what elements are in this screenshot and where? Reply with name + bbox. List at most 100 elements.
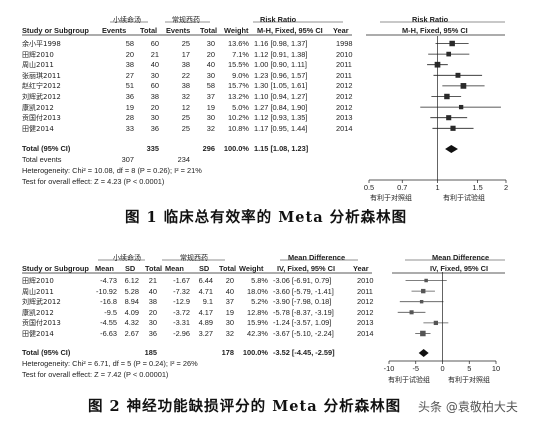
total-exp-2: 185 (144, 348, 157, 357)
row-ci: 1.27 [0.84, 1.90] (254, 102, 308, 112)
favours-right-1: 有利于试验组 (443, 194, 485, 202)
total-ci-2: -3.52 [-4.45, -2.59] (273, 348, 335, 357)
row-ci-2: -3.06 [-6.91, 0.79] (273, 276, 332, 285)
x-tick-label-1: 0.7 (397, 183, 408, 192)
row-total-exp: 36 (150, 123, 159, 133)
row-year: 2010 (336, 49, 353, 59)
row-events-exp: 28 (125, 113, 134, 123)
row-sd-exp: 4.32 (124, 318, 139, 328)
row-events-ctl: 17 (181, 49, 190, 59)
row-mean-exp: -4.55 (100, 318, 117, 328)
row-weight-2: 42.3% (247, 329, 268, 338)
row-total-exp-2: 20 (148, 307, 157, 317)
row-total-ctl: 30 (206, 113, 215, 123)
row-mean-ctl: -3.31 (173, 318, 190, 328)
figure-1-caption: 图 1 临床总有效率的 Meta 分析森林图 (125, 209, 408, 226)
col-ci-header-2: IV, Fixed, 95% CI (277, 264, 336, 273)
row-weight-2: 12.8% (247, 307, 268, 317)
row-point-estimate (446, 51, 452, 57)
row-ci: 1.23 [0.96, 1.57] (254, 70, 308, 80)
x-tick-label-1: 1.5 (472, 183, 483, 192)
row-point-estimate (449, 40, 455, 47)
row-ci-2: -5.78 [-8.37, -3.19] (273, 307, 334, 317)
group-header-control: 常规西药 (172, 16, 200, 24)
row-point-estimate-2 (409, 310, 414, 315)
row-events-exp: 38 (125, 60, 134, 70)
heterogeneity-text-2: Heterogeneity: Chi² = 6.71, df = 5 (P = … (22, 359, 198, 368)
row-weight-2: 18.0% (247, 286, 268, 296)
total-label-2: Total (95% CI) (22, 348, 71, 357)
x-tick-label-2: 10 (491, 364, 501, 373)
col-total-ctl-header-2: Total (219, 264, 237, 273)
plot-subheader-2: IV, Fixed, 95% CI (430, 264, 489, 273)
effect-header-right-2: Mean Difference (432, 253, 490, 262)
row-ci: 1.12 [0.91, 1.38] (254, 49, 308, 59)
x-tick-label-2: 5 (467, 364, 472, 373)
row-year-2: 2011 (357, 286, 373, 296)
col-total-exp-header: Total (140, 26, 158, 35)
x-tick-label-2: 0 (440, 364, 445, 373)
row-total-ctl-2: 30 (225, 318, 234, 328)
row-weight: 13.2% (228, 92, 249, 101)
col-events-exp-header: Events (102, 26, 127, 35)
favours-left-2: 有利于试验组 (388, 376, 430, 384)
row-sd-ctl: 9.1 (202, 297, 213, 307)
row-mean-ctl: -3.72 (173, 307, 190, 317)
row-point-estimate (446, 115, 452, 121)
row-total-exp: 21 (150, 49, 159, 59)
row-mean-exp: -16.8 (100, 297, 117, 307)
row-ci: 1.00 [0.90, 1.11] (254, 60, 307, 70)
row-study: 贡国付2013 (22, 114, 61, 123)
row-total-exp: 38 (150, 92, 159, 101)
row-point-estimate-2 (421, 288, 426, 294)
row-total-ctl: 30 (206, 70, 215, 80)
row-year: 2012 (336, 102, 353, 112)
total-exp: 335 (146, 144, 159, 153)
overall-effect-text: Test for overall effect: Z = 4.23 (P < 0… (22, 177, 165, 186)
row-weight: 15.5% (228, 60, 249, 70)
row-total-ctl-2: 37 (225, 297, 234, 307)
row-total-ctl: 58 (206, 81, 215, 91)
row-ci: 1.10 [0.94, 1.27] (254, 92, 308, 101)
row-events-ctl: 25 (181, 123, 190, 133)
row-year-2: 2012 (357, 307, 374, 317)
row-mean-exp: -10.92 (96, 286, 117, 296)
row-study-2: 周山2011 (22, 287, 54, 296)
row-study-2: 康凯2012 (22, 308, 54, 317)
row-events-exp: 58 (125, 39, 134, 48)
row-year: 2011 (336, 60, 352, 70)
row-sd-ctl: 4.71 (198, 286, 213, 296)
row-study: 赵红宁2012 (22, 82, 61, 91)
plot-subheader: M-H, Fixed, 95% CI (402, 26, 468, 35)
row-ci-2: -3.90 [-7.98, 0.18] (273, 297, 332, 307)
total-diamond (445, 145, 458, 153)
row-total-ctl-2: 19 (225, 307, 234, 317)
row-total-ctl: 19 (206, 102, 215, 112)
row-events-ctl: 38 (181, 60, 190, 70)
row-weight: 7.1% (232, 49, 249, 59)
row-sd-ctl: 4.17 (198, 307, 213, 317)
row-study-2: 刘辉武2012 (22, 298, 61, 307)
row-mean-exp: -4.73 (100, 276, 117, 285)
row-events-ctl: 22 (181, 70, 190, 80)
row-total-exp-2: 40 (148, 286, 157, 296)
col-weight-header-2: Weight (239, 264, 264, 273)
row-point-estimate-2 (424, 278, 428, 283)
total-diamond-2 (418, 349, 429, 357)
watermark-text: 头条 @袁敬柏大夫 (418, 400, 518, 414)
row-study-2: 田健2014 (22, 330, 54, 338)
row-study: 田辉2010 (22, 50, 54, 59)
col-total-exp-header-2: Total (145, 264, 163, 273)
row-mean-ctl: -2.96 (173, 329, 190, 338)
group-header-control-2: 常规西药 (180, 254, 208, 262)
row-events-exp: 27 (125, 70, 134, 80)
group-header-experimental-2: 小续命汤 (113, 254, 141, 262)
row-sd-exp: 4.09 (124, 307, 139, 317)
row-study: 周山2011 (22, 61, 54, 70)
col-year-header: Year (333, 26, 349, 35)
row-study: 刘辉武2012 (22, 93, 61, 101)
row-ci: 1.30 [1.05, 1.61] (254, 81, 308, 91)
row-study: 田健2014 (22, 124, 54, 133)
row-total-exp: 60 (150, 81, 159, 91)
row-point-estimate (455, 72, 461, 78)
